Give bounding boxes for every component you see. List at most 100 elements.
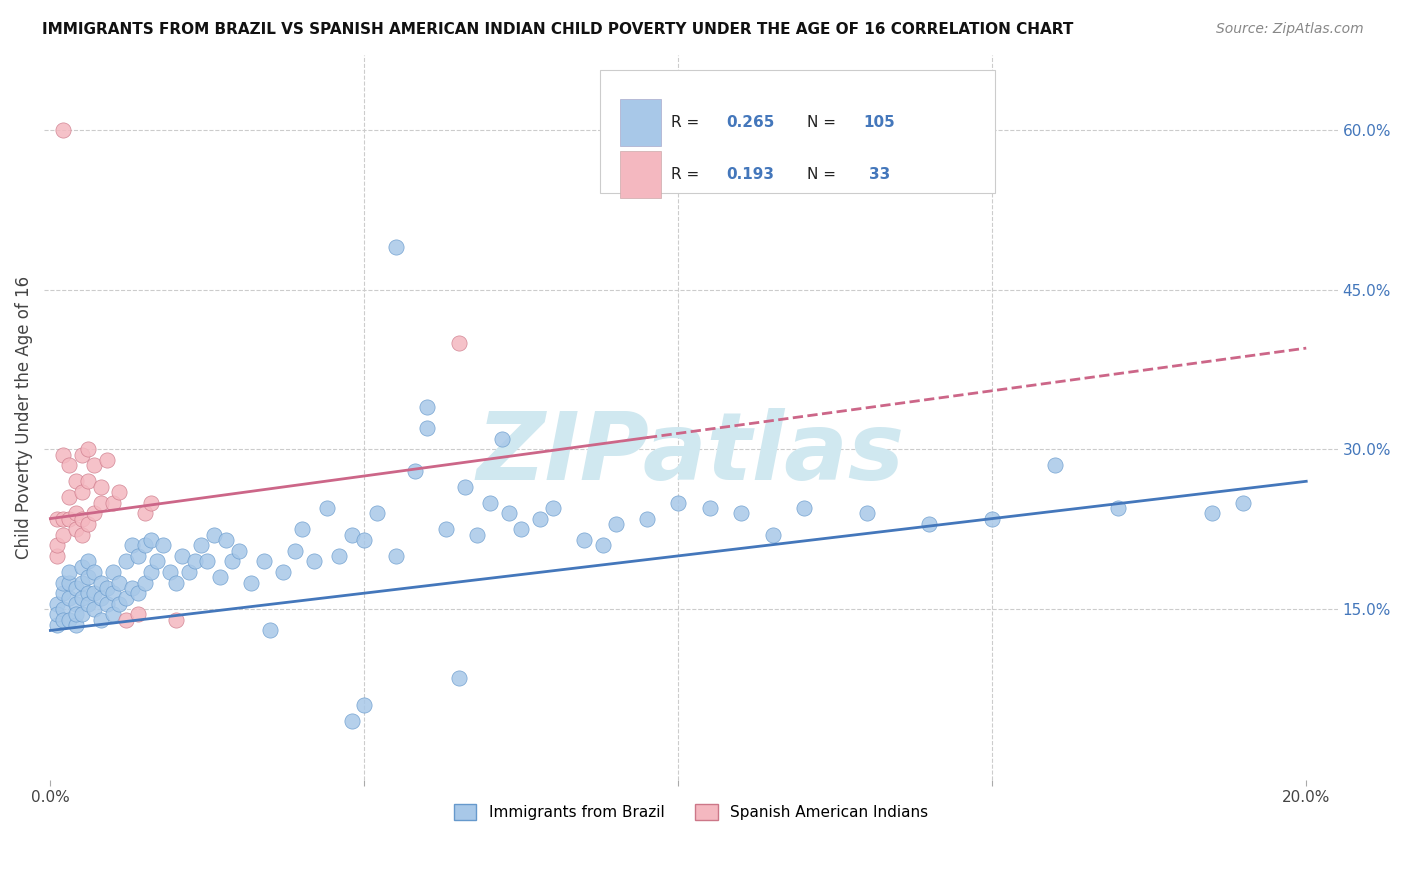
Point — [447, 672, 470, 686]
Point — [77, 554, 100, 568]
Point — [159, 565, 181, 579]
Text: Source: ZipAtlas.com: Source: ZipAtlas.com — [1216, 22, 1364, 37]
Point — [65, 607, 87, 622]
Point — [58, 613, 80, 627]
Point — [70, 511, 93, 525]
Point — [134, 506, 156, 520]
Point — [761, 527, 783, 541]
Point — [65, 597, 87, 611]
Point — [184, 554, 207, 568]
Point — [52, 122, 75, 136]
Point — [529, 511, 551, 525]
Point — [77, 570, 100, 584]
Point — [70, 607, 93, 622]
Point — [290, 522, 312, 536]
Point — [77, 516, 100, 531]
Point — [77, 597, 100, 611]
FancyBboxPatch shape — [600, 70, 995, 193]
Point — [1107, 500, 1129, 515]
Text: 33: 33 — [869, 167, 890, 182]
Point — [699, 500, 721, 515]
Point — [384, 240, 406, 254]
Point — [793, 500, 815, 515]
Point — [90, 480, 112, 494]
Text: 105: 105 — [863, 115, 894, 130]
Point — [134, 538, 156, 552]
Point — [83, 565, 105, 579]
Point — [65, 581, 87, 595]
Point — [45, 618, 67, 632]
Point — [45, 538, 67, 552]
Point — [45, 607, 67, 622]
Point — [65, 618, 87, 632]
Point — [384, 549, 406, 563]
Text: ZIPatlas: ZIPatlas — [477, 408, 905, 500]
Point — [353, 533, 375, 547]
FancyBboxPatch shape — [620, 152, 661, 198]
Point — [139, 495, 162, 509]
Point — [77, 442, 100, 457]
Point — [215, 533, 238, 547]
Point — [592, 538, 614, 552]
Point — [58, 575, 80, 590]
Point — [70, 559, 93, 574]
Point — [58, 511, 80, 525]
Point — [90, 495, 112, 509]
FancyBboxPatch shape — [620, 99, 661, 145]
Point — [605, 516, 627, 531]
Point — [83, 586, 105, 600]
Point — [467, 527, 489, 541]
Point — [1043, 458, 1066, 473]
Point — [90, 575, 112, 590]
Point — [83, 458, 105, 473]
Point — [96, 581, 118, 595]
Point — [52, 602, 75, 616]
Point — [108, 485, 131, 500]
Y-axis label: Child Poverty Under the Age of 16: Child Poverty Under the Age of 16 — [15, 276, 32, 559]
Point — [146, 554, 169, 568]
Point — [240, 575, 263, 590]
Point — [434, 522, 457, 536]
Text: N =: N = — [807, 115, 841, 130]
Point — [918, 516, 941, 531]
Point — [315, 500, 337, 515]
Legend: Immigrants from Brazil, Spanish American Indians: Immigrants from Brazil, Spanish American… — [447, 798, 935, 826]
Point — [114, 591, 136, 606]
Point — [114, 554, 136, 568]
Point — [366, 506, 388, 520]
Point — [165, 613, 187, 627]
Point — [454, 480, 477, 494]
Point — [70, 448, 93, 462]
Point — [45, 597, 67, 611]
Point — [416, 400, 439, 414]
Point — [134, 575, 156, 590]
Point — [491, 432, 513, 446]
Point — [259, 624, 281, 638]
Point — [353, 698, 375, 712]
Point — [340, 527, 363, 541]
Point — [730, 506, 752, 520]
Point — [172, 549, 194, 563]
Point — [416, 421, 439, 435]
Point — [70, 575, 93, 590]
Point — [139, 533, 162, 547]
Point — [271, 565, 294, 579]
Point — [58, 490, 80, 504]
Point — [52, 613, 75, 627]
Point — [70, 591, 93, 606]
Text: R =: R = — [672, 115, 704, 130]
Point — [404, 464, 426, 478]
Point — [65, 522, 87, 536]
Point — [127, 607, 149, 622]
Point — [328, 549, 350, 563]
Point — [96, 453, 118, 467]
Point — [221, 554, 243, 568]
Point — [127, 586, 149, 600]
Point — [541, 500, 564, 515]
Point — [108, 575, 131, 590]
Point — [70, 527, 93, 541]
Point — [981, 511, 1004, 525]
Point — [101, 565, 124, 579]
Point — [498, 506, 520, 520]
Text: N =: N = — [807, 167, 841, 182]
